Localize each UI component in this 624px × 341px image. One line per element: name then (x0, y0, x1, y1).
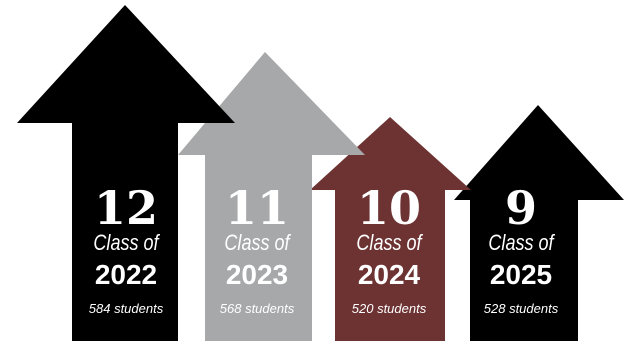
class-of-text: Class of (224, 230, 290, 255)
class-year: 2024 (357, 259, 421, 290)
grade-number: 11 (224, 181, 289, 235)
label-group-class-2022: 12 Class of 2022 584 students (71, 185, 181, 317)
class-of-text: Class of (356, 230, 422, 255)
student-count: 520 students (351, 301, 427, 316)
student-count: 568 students (219, 301, 295, 316)
class-year: 2025 (489, 259, 553, 290)
class-of-text: Class of (488, 230, 554, 255)
arrow-class-2022 (17, 5, 235, 341)
arrow-class-2024 (310, 117, 471, 341)
label-group-class-2024: 10 Class of 2024 520 students (334, 185, 444, 317)
class-of-text: Class of (93, 230, 159, 255)
class-year: 2023 (225, 259, 289, 290)
class-year: 2022 (94, 259, 158, 290)
arrow-class-2025 (454, 105, 624, 341)
grade-number: 9 (504, 181, 537, 235)
grade-number: 12 (93, 181, 158, 235)
student-count: 584 students (88, 301, 164, 316)
label-group-class-2023: 11 Class of 2023 568 students (202, 185, 312, 317)
label-group-class-2025: 9 Class of 2025 528 students (466, 185, 576, 317)
student-count: 528 students (483, 301, 559, 316)
arrow-class-2023 (178, 52, 365, 341)
grade-number: 10 (356, 181, 421, 235)
